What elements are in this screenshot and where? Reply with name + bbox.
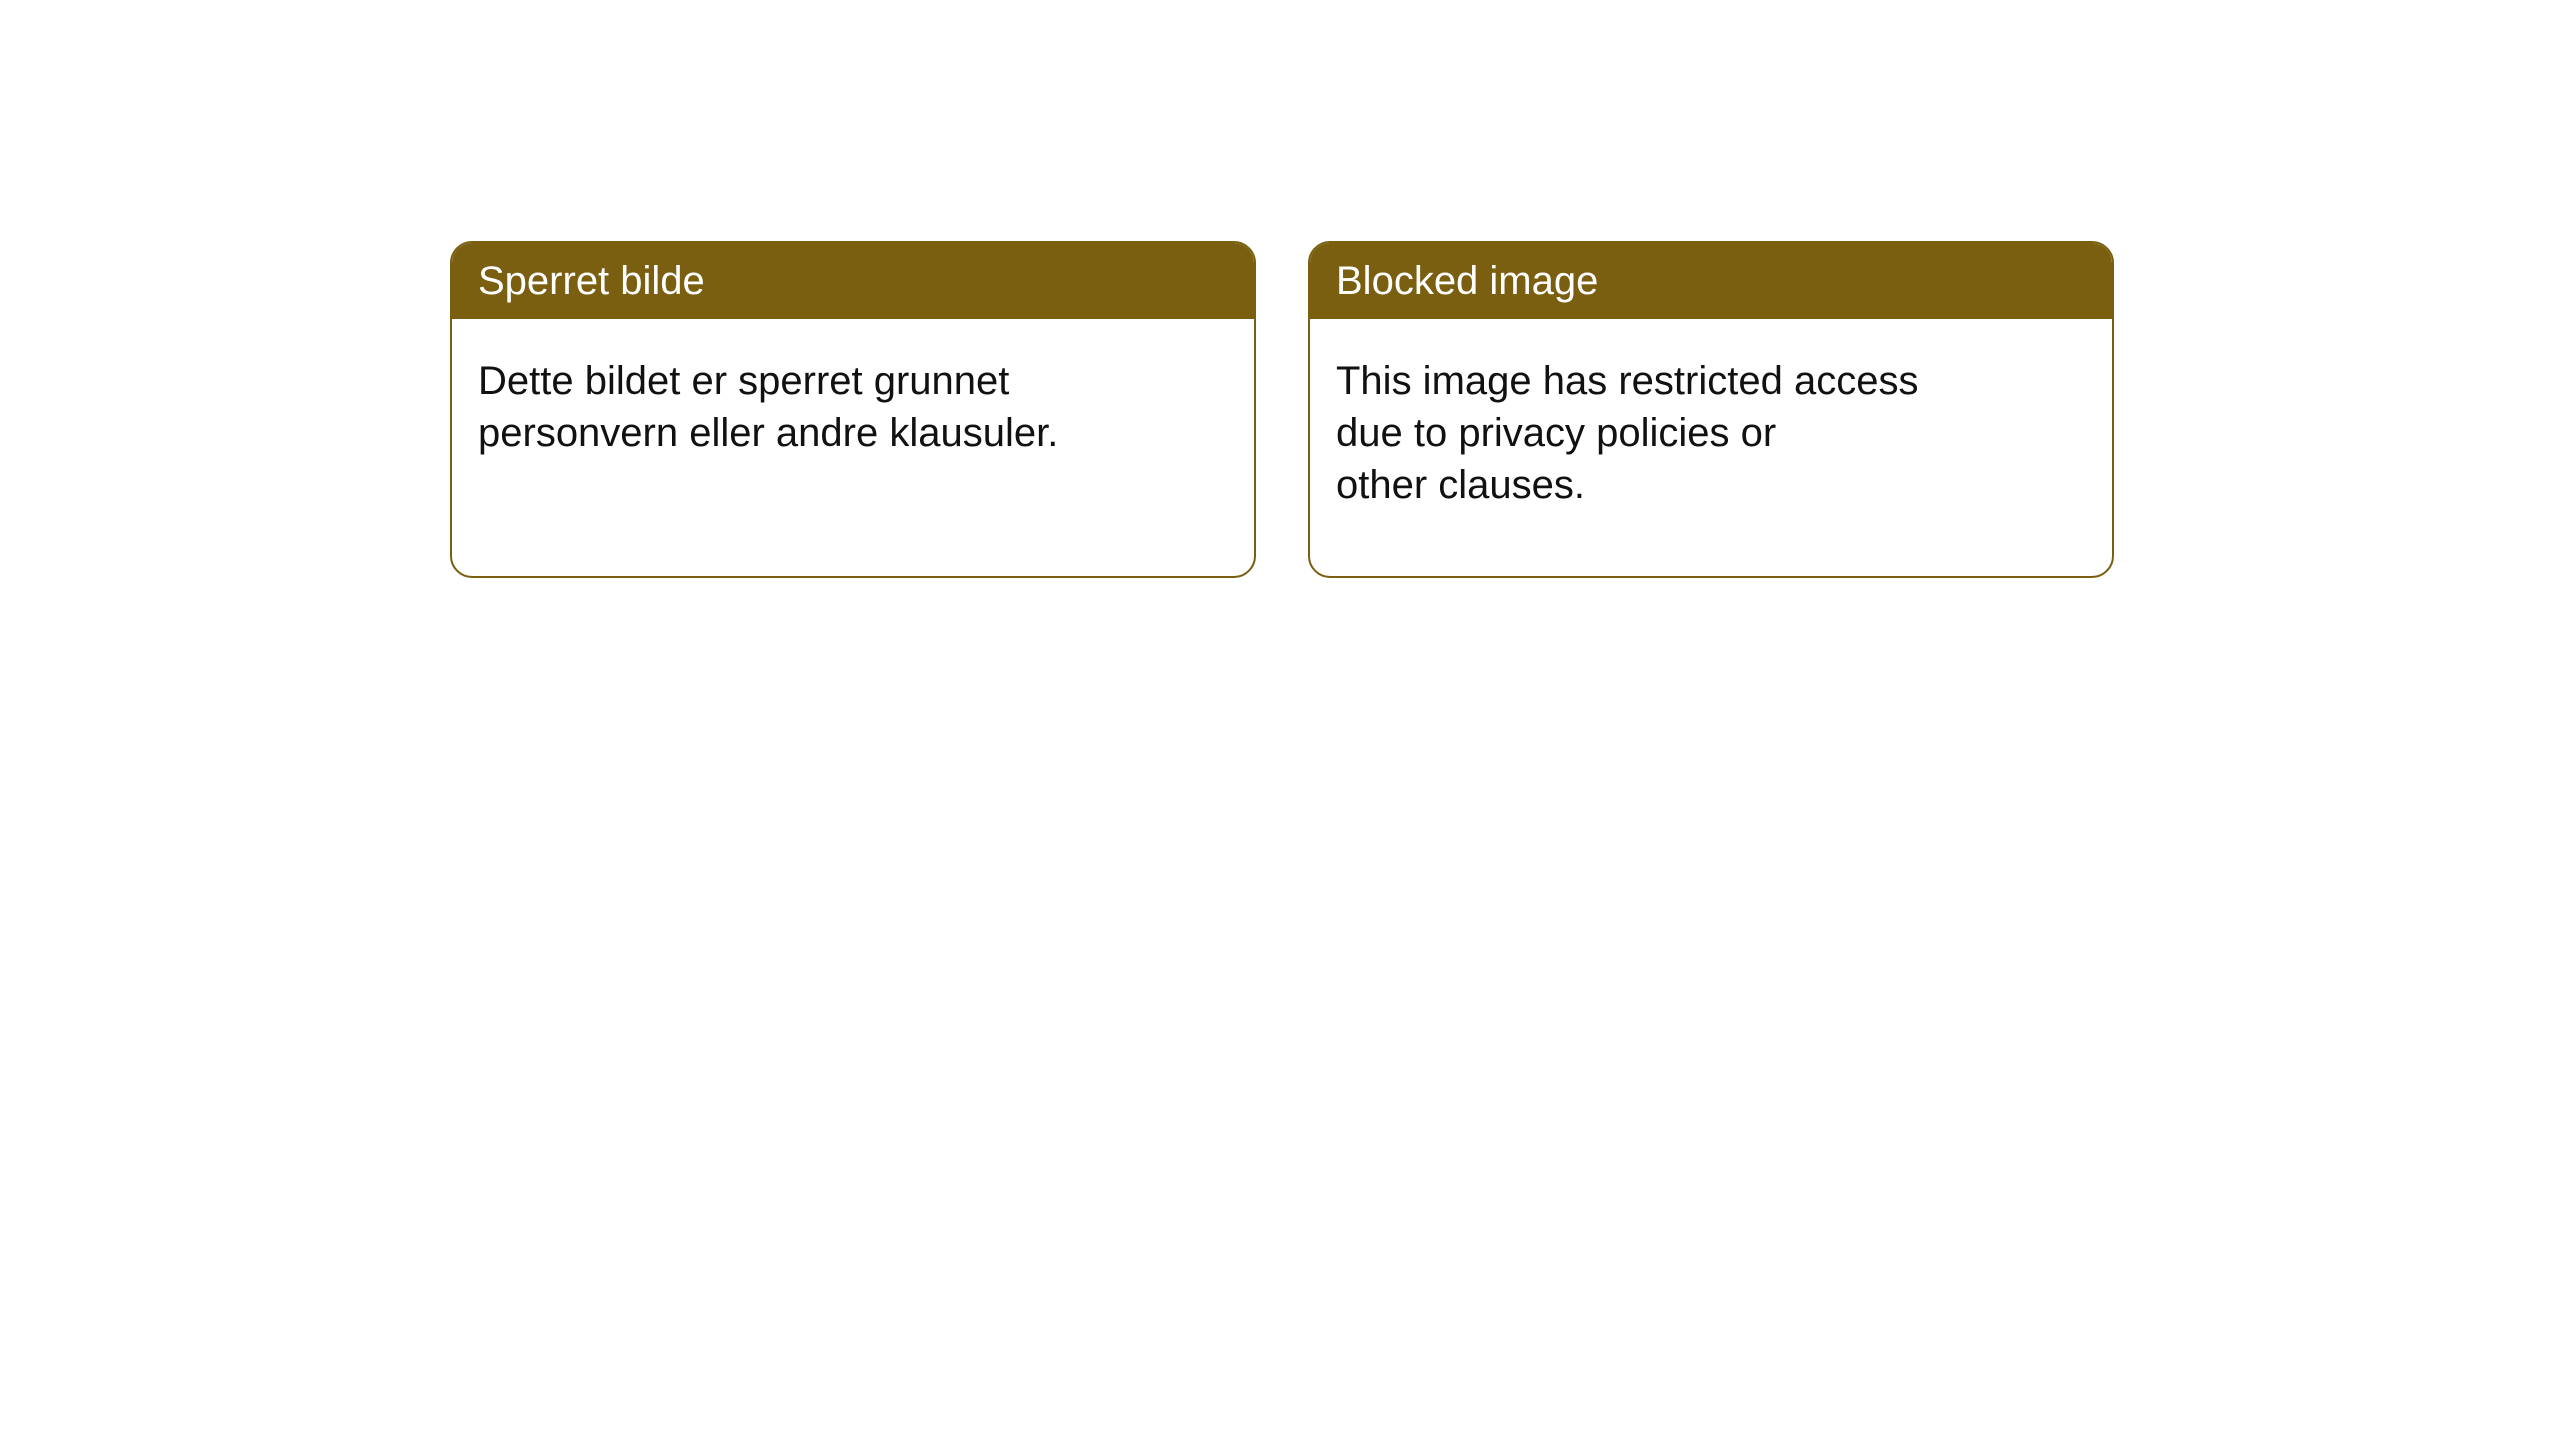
notice-body: This image has restricted access due to … (1310, 319, 2112, 547)
notice-header: Sperret bilde (452, 243, 1254, 319)
notice-card-english: Blocked image This image has restricted … (1308, 241, 2114, 578)
notice-cards-container: Sperret bilde Dette bildet er sperret gr… (450, 241, 2114, 578)
notice-body: Dette bildet er sperret grunnet personve… (452, 319, 1254, 495)
notice-header: Blocked image (1310, 243, 2112, 319)
notice-card-norwegian: Sperret bilde Dette bildet er sperret gr… (450, 241, 1256, 578)
